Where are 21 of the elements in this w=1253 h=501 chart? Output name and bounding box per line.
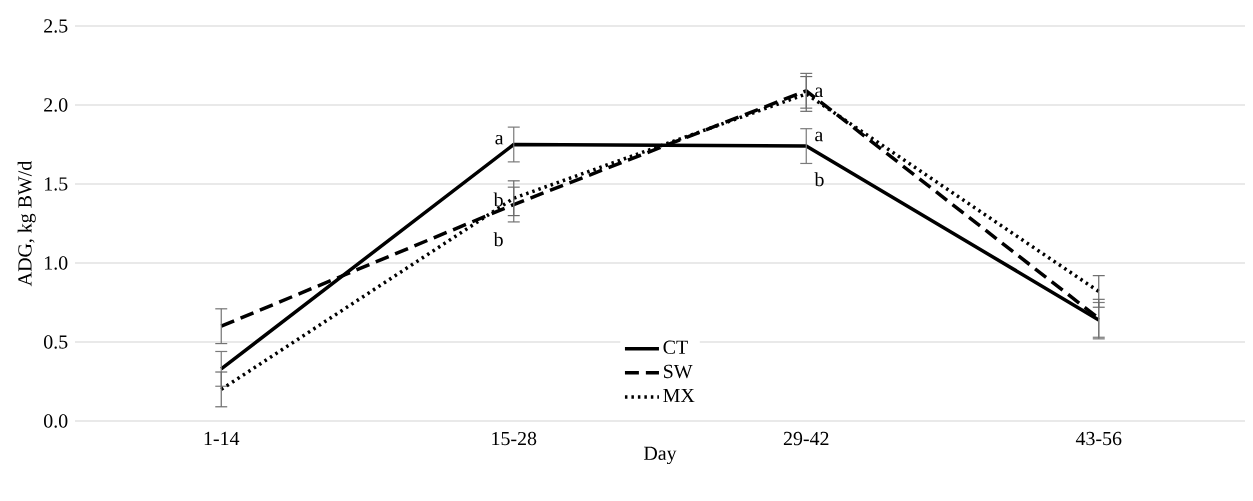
y-tick-label: 1.0 [45,256,68,270]
y-tick-label: 1.5 [45,177,68,191]
x-tick-label: 29-42 [783,431,829,446]
annotation: b [493,192,503,207]
annotation: b [814,172,824,187]
annotation: a [815,131,824,142]
x-tick-label: 43-56 [1075,431,1122,446]
annotation: b [493,232,503,247]
y-tick-label: 2.0 [44,98,68,112]
annotation: a [815,87,824,98]
annotation: a [495,134,504,145]
x-tick-label: 1-14 [204,431,240,445]
legend-label: MX [663,388,695,402]
y-tick-label: 0.5 [44,335,68,349]
legend-label: SW [664,364,693,379]
legend-label: CT [663,340,688,354]
y-axis-title: ADG, kg BW/d [17,160,36,287]
x-axis-title: Day [643,446,677,465]
y-tick-label: 0.0 [44,414,68,428]
x-tick-label: 15-28 [492,431,537,446]
y-tick-label: 2.5 [44,19,68,33]
